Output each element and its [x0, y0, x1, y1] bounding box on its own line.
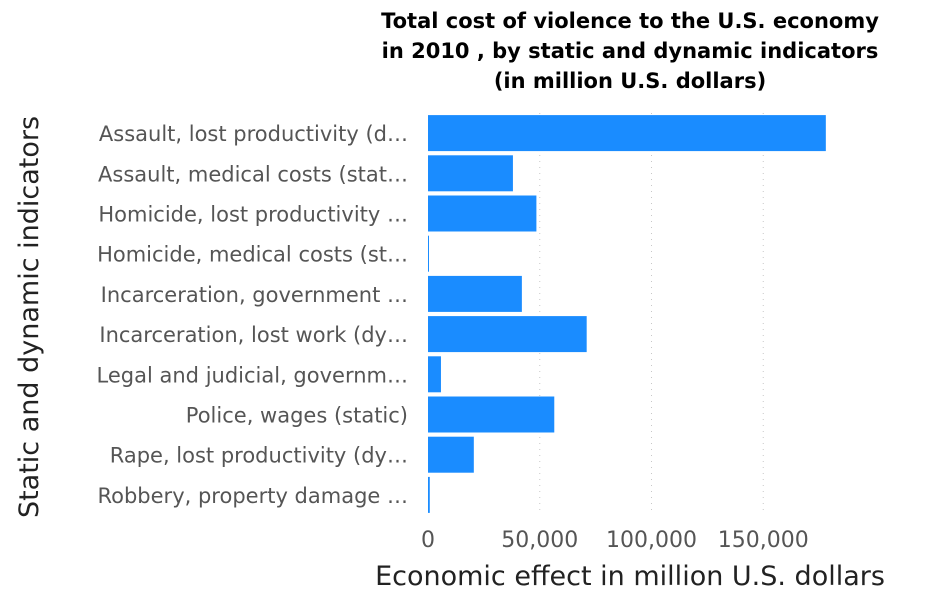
x-axis-title: Economic effect in million U.S. dollars [375, 561, 885, 592]
category-label: Homicide, medical costs (st… [97, 243, 408, 267]
category-label: Assault, medical costs (stat… [98, 162, 408, 186]
bar [428, 476, 430, 513]
bar [428, 275, 522, 312]
category-label: Incarceration, government … [101, 283, 408, 307]
bar [428, 235, 429, 272]
chart-title-line-2: in 2010 , by static and dynamic indicato… [381, 39, 879, 63]
grid-lines [539, 113, 764, 515]
bar [428, 316, 587, 353]
x-tick-label: 150,000 [718, 528, 809, 553]
chart-title-line-1: Total cost of violence to the U.S. econo… [381, 9, 879, 33]
category-label: Incarceration, lost work (dy… [99, 323, 408, 347]
y-axis-title: Static and dynamic indicators [14, 116, 45, 518]
x-tick-labels: 0 50,000 100,000 150,000 [421, 528, 809, 553]
x-tick-label: 100,000 [606, 528, 697, 553]
bar [428, 436, 474, 473]
category-label: Homicide, lost productivity … [98, 203, 408, 227]
bar [428, 155, 513, 192]
bar [428, 396, 555, 433]
chart-title-line-3: (in million U.S. dollars) [493, 69, 767, 93]
category-label: Police, wages (static) [186, 404, 408, 428]
category-labels: Assault, lost productivity (d… Assault, m… [97, 122, 408, 508]
x-tick-label: 0 [421, 528, 435, 553]
bar [428, 195, 537, 232]
category-label: Assault, lost productivity (d… [99, 122, 408, 146]
bar [428, 356, 441, 393]
x-tick-label: 50,000 [501, 528, 578, 553]
bar [428, 115, 826, 152]
category-label: Rape, lost productivity (dy… [110, 444, 408, 468]
category-label: Robbery, property damage … [97, 484, 408, 508]
bars [428, 115, 826, 513]
category-label: Legal and judicial, governm… [97, 363, 408, 387]
